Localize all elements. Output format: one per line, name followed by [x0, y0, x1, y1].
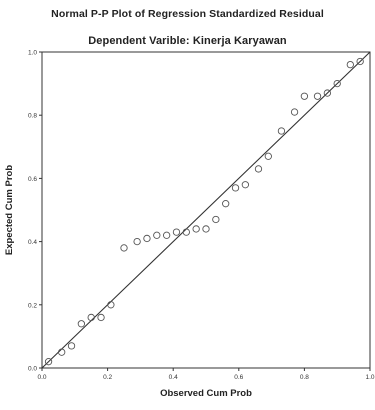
data-point — [356, 57, 364, 66]
data-point — [300, 92, 309, 100]
x-tick-label: 0.6 — [234, 374, 243, 381]
data-point — [323, 89, 332, 97]
data-point — [202, 225, 210, 233]
data-point — [58, 348, 66, 356]
data-point — [333, 79, 341, 88]
y-tick-label: 0.2 — [28, 302, 37, 309]
data-point — [153, 231, 161, 239]
x-tick-label: 0.8 — [300, 374, 309, 381]
y-tick-label: 1.0 — [28, 50, 37, 57]
data-point — [143, 234, 151, 243]
data-point — [120, 244, 128, 252]
x-axis-label: Observed Cum Prob — [160, 388, 252, 399]
x-tick-label: 0.0 — [37, 374, 46, 381]
data-point — [313, 92, 322, 100]
data-point — [346, 60, 354, 69]
data-point — [162, 231, 171, 239]
data-point — [192, 225, 200, 233]
data-point — [212, 215, 220, 224]
y-tick-label: 0.0 — [28, 366, 37, 373]
data-point — [241, 181, 250, 189]
data-point — [44, 358, 53, 366]
data-point — [107, 301, 115, 309]
chart-title: Normal P-P Plot of Regression Standardiz… — [51, 8, 324, 20]
data-point — [133, 237, 141, 246]
y-tick-label: 0.6 — [28, 176, 37, 183]
data-point — [222, 200, 230, 208]
y-axis-label: Expected Cum Prob — [4, 165, 15, 255]
y-tick-label: 0.4 — [28, 239, 37, 246]
data-point — [231, 184, 240, 192]
data-point — [254, 165, 263, 173]
y-tick-label: 0.8 — [28, 113, 37, 120]
data-point — [77, 320, 86, 328]
data-point — [290, 108, 299, 116]
chart-subtitle: Dependent Varible: Kinerja Karyawan — [88, 35, 287, 47]
data-point — [172, 228, 181, 236]
x-tick-label: 1.0 — [365, 374, 374, 381]
reference-line — [41, 51, 371, 369]
data-point — [264, 152, 272, 160]
x-tick-label: 0.4 — [169, 374, 178, 381]
data-point — [87, 313, 95, 322]
data-point — [67, 342, 76, 350]
data-point — [277, 127, 286, 135]
x-tick-label: 0.2 — [103, 374, 112, 381]
plot-frame — [41, 51, 371, 369]
data-point — [97, 313, 105, 322]
data-point — [182, 228, 190, 236]
